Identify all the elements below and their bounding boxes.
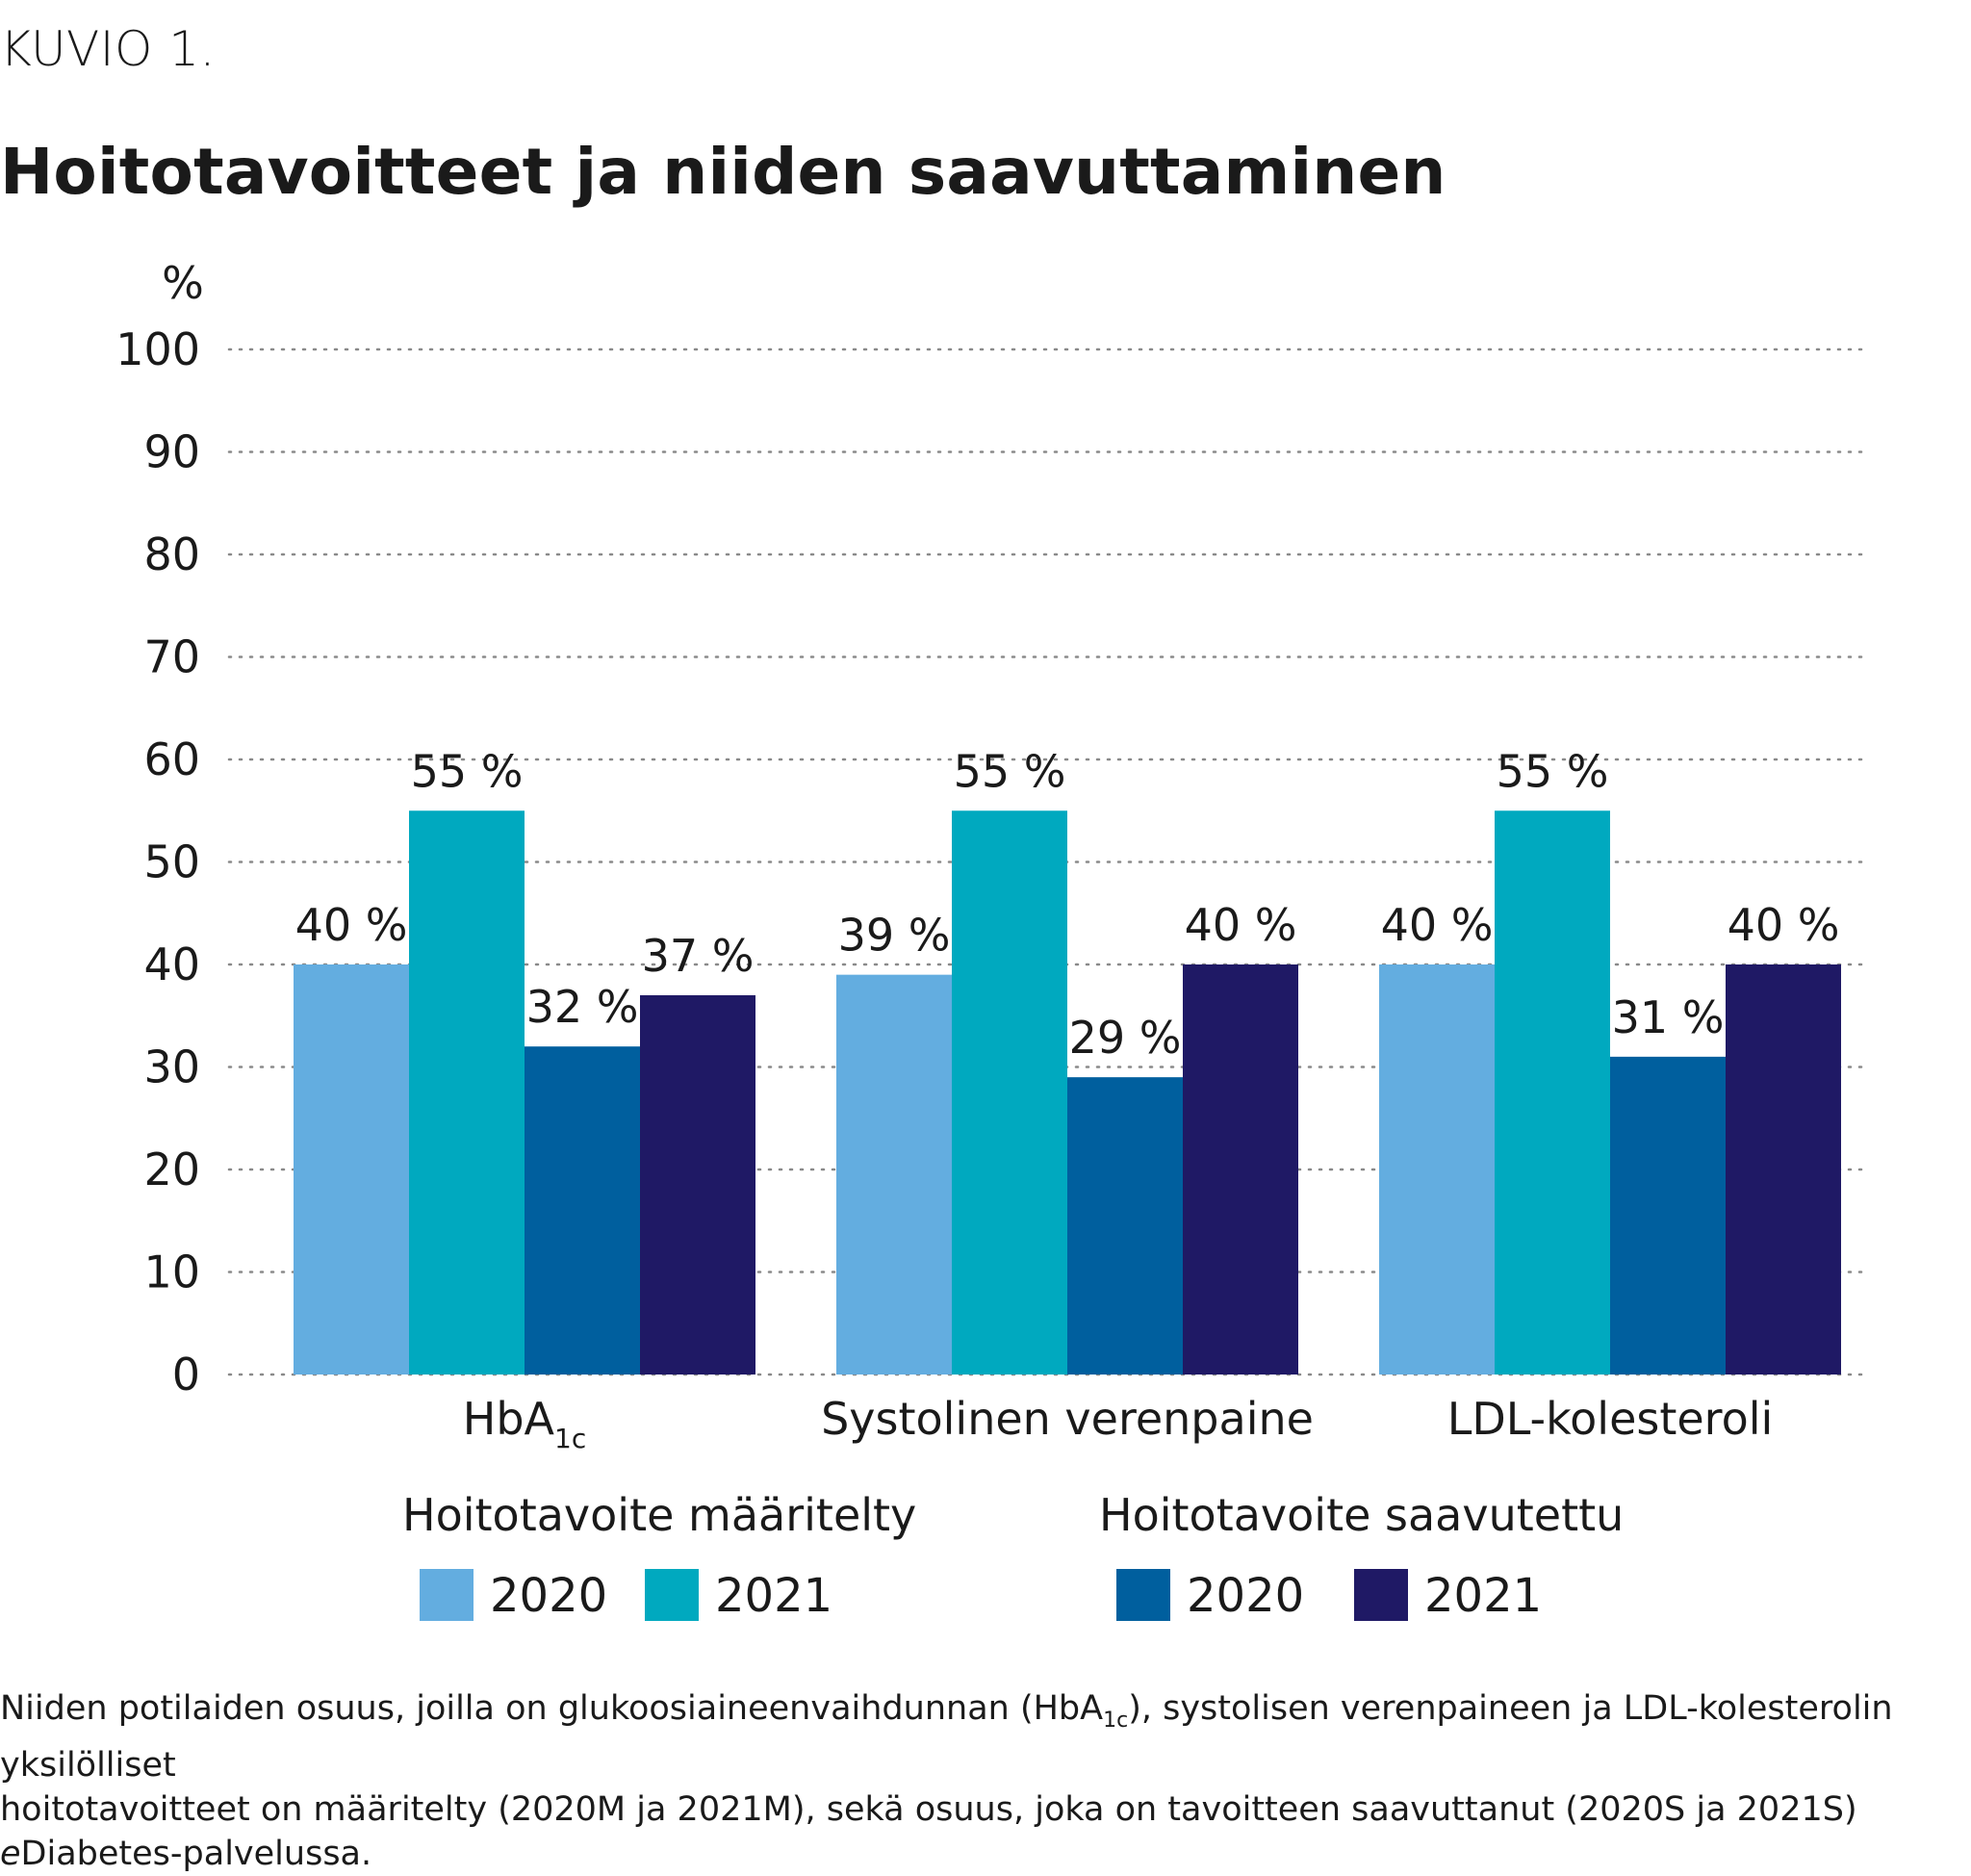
y-tick-90: 90: [143, 426, 200, 478]
data-label-1-series-1: 40 %: [295, 899, 408, 951]
data-label-2-series-3: 29 %: [1069, 1012, 1182, 1064]
y-axis-unit-label: %: [162, 257, 204, 309]
bar-2-series-3: [1067, 1077, 1183, 1375]
bar-3-series-1: [1379, 964, 1495, 1375]
legend-group-title-1: Hoitotavoite määritelty: [402, 1489, 916, 1541]
data-label-3-series-2: 55 %: [1497, 745, 1609, 797]
legend-swatch-1: [420, 1569, 474, 1621]
data-label-2-series-1: 39 %: [838, 910, 951, 962]
legend-group-title-2: Hoitotavoite saavutettu: [1099, 1489, 1624, 1541]
y-tick-60: 60: [143, 733, 200, 785]
data-label-2-series-2: 55 %: [954, 745, 1066, 797]
category-label-2: Systolinen verenpaine: [821, 1393, 1314, 1445]
footnote-line-2: hoitotavoitteet on määritelty (2020M ja …: [0, 1790, 1857, 1829]
legend-swatch-4: [1354, 1569, 1408, 1621]
legend-label-1: 2020: [490, 1569, 607, 1623]
bar-1-series-1: [294, 964, 409, 1375]
bar-2-series-1: [836, 974, 952, 1375]
y-tick-80: 80: [143, 528, 200, 580]
bar-2-series-4: [1183, 964, 1298, 1375]
data-label-3-series-3: 31 %: [1612, 991, 1725, 1043]
legend-swatch-2: [645, 1569, 699, 1621]
bar-3-series-3: [1610, 1056, 1726, 1375]
legend-label-2: 2021: [715, 1569, 832, 1623]
data-label-3-series-4: 40 %: [1728, 899, 1840, 951]
bar-2-series-2: [952, 810, 1067, 1375]
y-tick-50: 50: [143, 836, 200, 888]
bar-1-series-4: [640, 994, 755, 1375]
y-tick-30: 30: [143, 1041, 200, 1093]
legend-swatch-3: [1116, 1569, 1170, 1621]
bar-chart: 0 10 20 30 40 50 60 70 80 90 100 % 40 % 39 % 40 % 55 …: [115, 257, 1864, 1623]
y-tick-10: 10: [143, 1246, 200, 1298]
y-tick-40: 40: [143, 938, 200, 990]
footnote-line-1: Niiden potilaiden osuus, joilla on gluko…: [0, 1689, 1893, 1785]
bar-3-series-4: [1726, 964, 1841, 1375]
data-label-1-series-2: 55 %: [411, 745, 524, 797]
y-tick-20: 20: [143, 1144, 200, 1195]
bar-1-series-3: [525, 1046, 640, 1375]
y-tick-0: 0: [172, 1349, 200, 1401]
legend-label-4: 2021: [1424, 1569, 1542, 1623]
data-labels: 40 % 39 % 40 % 55 % 55 % 55 % 32 % 29 % 31 % 37 %…: [295, 745, 1840, 1064]
bar-1-series-2: [409, 810, 525, 1375]
x-axis-categories: HbA1c Systolinen verenpaine LDL-kolesterol…: [463, 1393, 1774, 1454]
figure-label: KUVIO 1.: [0, 21, 216, 77]
footnote-line-3: eDiabetes-palvelussa.: [0, 1835, 372, 1873]
data-label-1-series-3: 32 %: [526, 981, 639, 1033]
category-label-3: LDL-kolesteroli: [1447, 1393, 1774, 1445]
y-tick-70: 70: [143, 631, 200, 683]
data-label-3-series-1: 40 %: [1381, 899, 1494, 951]
data-label-1-series-4: 37 %: [642, 930, 755, 982]
legend: Hoitotavoite määritelty Hoitotavoite saav…: [402, 1489, 1624, 1623]
y-tick-100: 100: [115, 323, 200, 375]
data-label-2-series-4: 40 %: [1185, 899, 1297, 951]
legend-label-3: 2020: [1187, 1569, 1304, 1623]
y-axis-ticks: 0 10 20 30 40 50 60 70 80 90 100: [115, 323, 200, 1401]
bars: [294, 810, 1841, 1375]
bar-3-series-2: [1495, 810, 1610, 1375]
footnote: Niiden potilaiden osuus, joilla on gluko…: [0, 1686, 1963, 1876]
chart-title: Hoitotavoitteet ja niiden saavuttaminen: [0, 135, 1446, 209]
category-label-1: HbA1c: [463, 1393, 586, 1454]
